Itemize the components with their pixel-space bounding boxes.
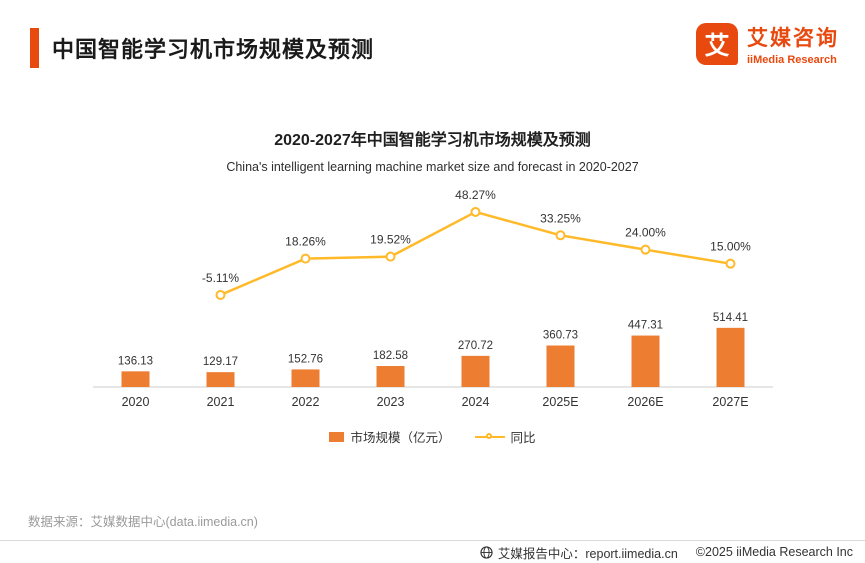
chart-subtitle: China's intelligent learning machine mar… [226, 160, 639, 174]
svg-text:514.41: 514.41 [712, 312, 747, 324]
svg-text:2026E: 2026E [627, 395, 663, 409]
svg-text:447.31: 447.31 [627, 320, 662, 332]
logo-text: 艾媒咨询 iiMedia Research [747, 22, 839, 66]
svg-text:2020: 2020 [121, 395, 149, 409]
report-center-text: 艾媒报告中心：report.iimedia.cn [497, 546, 678, 561]
legend-item-yoy: 同比 [474, 427, 536, 446]
chart-legend: 市场规模（亿元） 同比 [0, 427, 865, 446]
svg-text:48.27%: 48.27% [455, 188, 496, 202]
iimedia-logo-icon: 艾 [696, 23, 738, 65]
svg-text:2022: 2022 [291, 395, 319, 409]
svg-text:270.72: 270.72 [457, 340, 492, 352]
data-source-note: 数据来源：艾媒数据中心(data.iimedia.cn) [28, 515, 258, 529]
line-swatch-icon [474, 432, 505, 442]
footer-bar: 艾媒报告中心：report.iimedia.cn ©2025 iiMedia R… [0, 540, 865, 563]
svg-text:129.17: 129.17 [202, 356, 237, 368]
bar-swatch-icon [329, 431, 345, 442]
chart-section: 2020-2027年中国智能学习机市场规模及预测 China's intelli… [0, 126, 865, 446]
legend-item-market-size: 市场规模（亿元） [329, 427, 451, 446]
copyright-text: ©2025 iiMedia Research Inc [695, 545, 853, 559]
legend-label-market-size: 市场规模（亿元） [350, 431, 451, 445]
svg-text:136.13: 136.13 [117, 355, 152, 367]
chart-title: 2020-2027年中国智能学习机市场规模及预测 [274, 132, 591, 149]
title-accent-bar [30, 28, 39, 68]
svg-text:152.76: 152.76 [287, 353, 322, 365]
svg-text:2027E: 2027E [712, 395, 748, 409]
logo-brand-en: iiMedia Research [747, 54, 837, 66]
svg-text:-5.11%: -5.11% [201, 271, 238, 285]
svg-text:2023: 2023 [376, 395, 404, 409]
svg-text:2025E: 2025E [542, 395, 578, 409]
globe-icon [480, 545, 493, 559]
svg-text:2024: 2024 [461, 395, 489, 409]
svg-text:24.00%: 24.00% [625, 226, 666, 240]
iimedia-logo: 艾 艾媒咨询 iiMedia Research [696, 22, 839, 66]
svg-text:33.25%: 33.25% [540, 211, 581, 225]
report-center: 艾媒报告中心：report.iimedia.cn [480, 543, 678, 562]
bar-line-chart: 136.13 2020 129.17 2021 152.76 2022 182.58 2023… [92, 188, 773, 409]
header: 中国智能学习机市场规模及预测 艾 艾媒咨询 iiMedia Research [0, 0, 865, 68]
logo-icon-glyph: 艾 [704, 32, 730, 60]
legend-label-yoy: 同比 [510, 431, 536, 445]
page-title: 中国智能学习机市场规模及预测 [52, 37, 375, 62]
svg-text:360.73: 360.73 [542, 330, 577, 342]
svg-text:182.58: 182.58 [372, 350, 407, 362]
svg-text:19.52%: 19.52% [370, 233, 411, 247]
svg-text:2021: 2021 [206, 395, 234, 409]
svg-text:15.00%: 15.00% [710, 240, 751, 254]
svg-text:18.26%: 18.26% [285, 235, 326, 249]
logo-brand-cn: 艾媒咨询 [747, 27, 839, 50]
title-block: 中国智能学习机市场规模及预测 [30, 28, 374, 68]
